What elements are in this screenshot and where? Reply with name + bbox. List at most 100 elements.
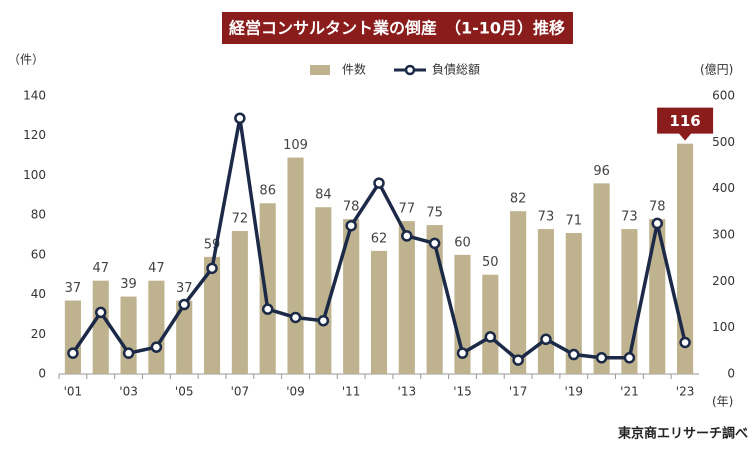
bar	[120, 296, 137, 374]
y2-tick-label: 400	[712, 181, 735, 195]
x-tick-label: '17	[509, 385, 528, 399]
chart-title: 経営コンサルタント業の倒産 （1-10月）推移	[229, 19, 565, 38]
y2-tick-label: 600	[712, 89, 735, 103]
y2-tick-label: 200	[712, 274, 735, 288]
legend-label: 負債総額	[432, 62, 480, 77]
bar	[677, 143, 694, 374]
y2-tick-label: 100	[712, 320, 735, 334]
line-marker	[178, 298, 190, 311]
x-tick-label: '21	[620, 385, 639, 399]
x-tick-label: '07	[231, 385, 250, 399]
value-label: 82	[510, 192, 527, 207]
value-label: 86	[259, 184, 276, 199]
value-label: 62	[371, 231, 388, 246]
line-marker	[428, 237, 441, 250]
value-label: 71	[566, 214, 583, 229]
line-marker	[206, 262, 218, 275]
bar	[482, 274, 499, 374]
line-marker	[456, 347, 469, 359]
value-label: 39	[120, 277, 137, 292]
y2-tick-label: 0	[727, 367, 735, 381]
value-label: 73	[538, 210, 555, 225]
bar	[259, 203, 276, 374]
line-marker	[234, 112, 246, 124]
line-marker	[623, 352, 636, 364]
line-marker	[401, 230, 413, 242]
line-marker	[568, 348, 580, 361]
x-tick-label: '23	[676, 385, 695, 399]
x-axis-label: (年)	[712, 395, 733, 409]
line-marker	[67, 347, 79, 359]
bar	[593, 183, 610, 374]
legend-swatch	[310, 65, 330, 75]
callout	[657, 107, 714, 141]
bar	[231, 231, 248, 374]
bar	[287, 157, 304, 374]
y2-axis-label: (億円)	[700, 63, 733, 77]
y-tick-label: 0	[38, 367, 46, 381]
bar	[176, 300, 193, 374]
value-label: 50	[482, 255, 499, 270]
x-tick-label: '19	[564, 385, 583, 399]
line-marker	[512, 354, 524, 366]
line-marker	[651, 217, 664, 230]
bar	[64, 300, 81, 374]
line-marker	[540, 333, 552, 345]
y-tick-label: 60	[31, 247, 46, 261]
line-marker	[289, 311, 302, 324]
value-label: 96	[593, 164, 610, 179]
line-marker	[595, 352, 608, 364]
bar	[203, 256, 221, 374]
bar	[565, 233, 582, 374]
value-label: 75	[426, 206, 443, 221]
line-marker	[317, 314, 330, 327]
y2-tick-label: 500	[712, 135, 735, 149]
line-marker	[373, 177, 385, 189]
source: 東京商エリサーチ調べ	[618, 426, 748, 442]
x-tick-label: '05	[175, 385, 194, 399]
value-label: 73	[621, 210, 638, 225]
bar	[537, 229, 555, 374]
bar	[148, 280, 165, 374]
y2-tick-label: 300	[712, 228, 735, 242]
legend-label: 件数	[342, 62, 366, 77]
title-box	[222, 12, 573, 44]
line-marker	[679, 336, 691, 349]
value-label: 116	[669, 112, 700, 130]
line-marker	[150, 341, 163, 353]
x-tick-label: '03	[119, 385, 138, 399]
y-tick-label: 100	[23, 168, 46, 182]
x-tick-label: '01	[64, 385, 83, 399]
bar	[315, 207, 332, 374]
y-axis-label: （件）	[8, 53, 44, 67]
bar	[370, 250, 388, 374]
x-tick-label: '11	[342, 385, 361, 399]
bar	[92, 280, 109, 374]
y-tick-label: 20	[31, 327, 46, 341]
x-tick-label: '13	[398, 385, 417, 399]
value-label: 37	[176, 281, 193, 296]
line-marker	[94, 306, 107, 319]
value-label: 84	[315, 188, 332, 203]
value-label: 72	[232, 212, 249, 227]
value-label: 109	[283, 138, 308, 153]
line-marker	[345, 219, 357, 232]
line-marker	[122, 347, 135, 359]
value-label: 77	[399, 202, 416, 217]
bar	[510, 211, 527, 374]
bar	[343, 219, 360, 374]
y-tick-label: 140	[23, 89, 46, 103]
line-marker	[484, 331, 497, 343]
value-label: 47	[148, 261, 165, 276]
value-label: 37	[65, 281, 82, 296]
value-label: 78	[343, 200, 360, 215]
x-tick-label: '09	[286, 385, 305, 399]
y-tick-label: 120	[23, 128, 46, 142]
legend-marker	[404, 64, 416, 76]
line-marker	[261, 303, 274, 315]
value-label: 47	[92, 261, 109, 276]
x-tick-label: '15	[453, 385, 472, 399]
y-tick-label: 80	[31, 208, 46, 222]
value-label: 60	[454, 235, 471, 250]
